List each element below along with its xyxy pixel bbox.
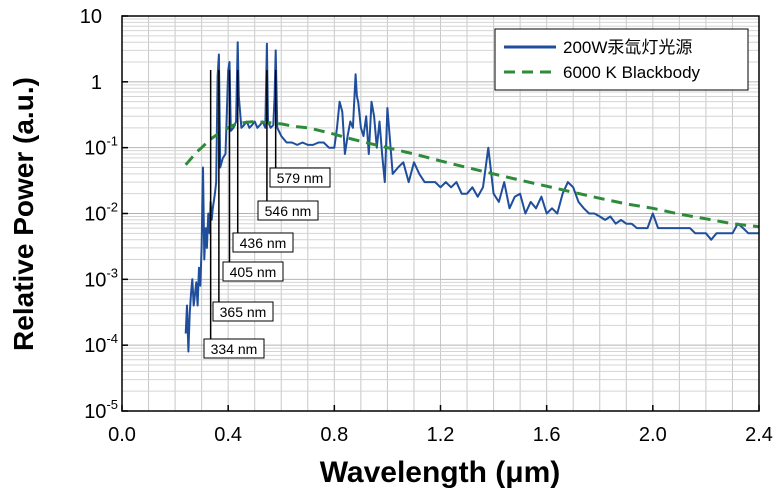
legend-box [494, 28, 749, 91]
y-tick-label: 10-2 [84, 200, 118, 226]
annotation-layer: 334 nm 365 nm 405 nm 436 nm 546 nm 579 nm [203, 70, 331, 359]
annotation-box [232, 232, 294, 253]
annotation-label: 546 nm [265, 203, 312, 219]
grid-lines [122, 16, 759, 411]
y-tick-label: 10 [80, 6, 102, 28]
annotation-label: 334 nm [211, 341, 258, 357]
y-tick-label: 10-4 [84, 331, 118, 357]
x-tick-label: 1.2 [427, 424, 455, 446]
series-layer [184, 41, 760, 353]
annotation-label: 579 nm [277, 170, 324, 186]
annotation-box [203, 338, 265, 359]
y-axis-ticks: 10 1 10-1 10-2 10-3 10-4 10-5 [80, 6, 128, 423]
x-tick-label: 0.4 [214, 424, 242, 446]
y-tick-label: 10-1 [84, 134, 118, 160]
annotation-label: 365 nm [220, 304, 267, 320]
y-tick-label: 1 [91, 72, 102, 94]
x-tick-label: 1.6 [533, 424, 561, 446]
y-tick-label: 10-5 [84, 397, 118, 423]
annotation-label: 436 nm [240, 235, 287, 251]
y-axis-label: Relative Power (a.u.) [8, 77, 39, 351]
x-tick-label: 0.8 [320, 424, 348, 446]
legend: 200W汞氙灯光源 6000 K Blackbody [494, 28, 749, 91]
legend-entry-blackbody: 6000 K Blackbody [563, 63, 701, 82]
x-tick-label: 0.0 [108, 424, 136, 446]
x-tick-label: 2.4 [745, 424, 773, 446]
x-axis-label: Wavelength (μm) [320, 456, 561, 489]
annotation-label: 405 nm [230, 264, 277, 280]
annotation-box [212, 301, 274, 322]
series-line-blackbody [184, 120, 760, 229]
annotation-box [222, 261, 284, 282]
x-axis-ticks: 0.0 0.4 0.8 1.2 1.6 2.0 2.4 [108, 405, 773, 446]
y-tick-label: 10-3 [84, 265, 118, 291]
x-tick-label: 2.0 [639, 424, 667, 446]
series-line-mercury-xenon [184, 41, 759, 353]
annotation-box [269, 167, 331, 188]
annotation-box [257, 200, 319, 221]
legend-entry-mercury: 200W汞氙灯光源 [563, 38, 692, 57]
